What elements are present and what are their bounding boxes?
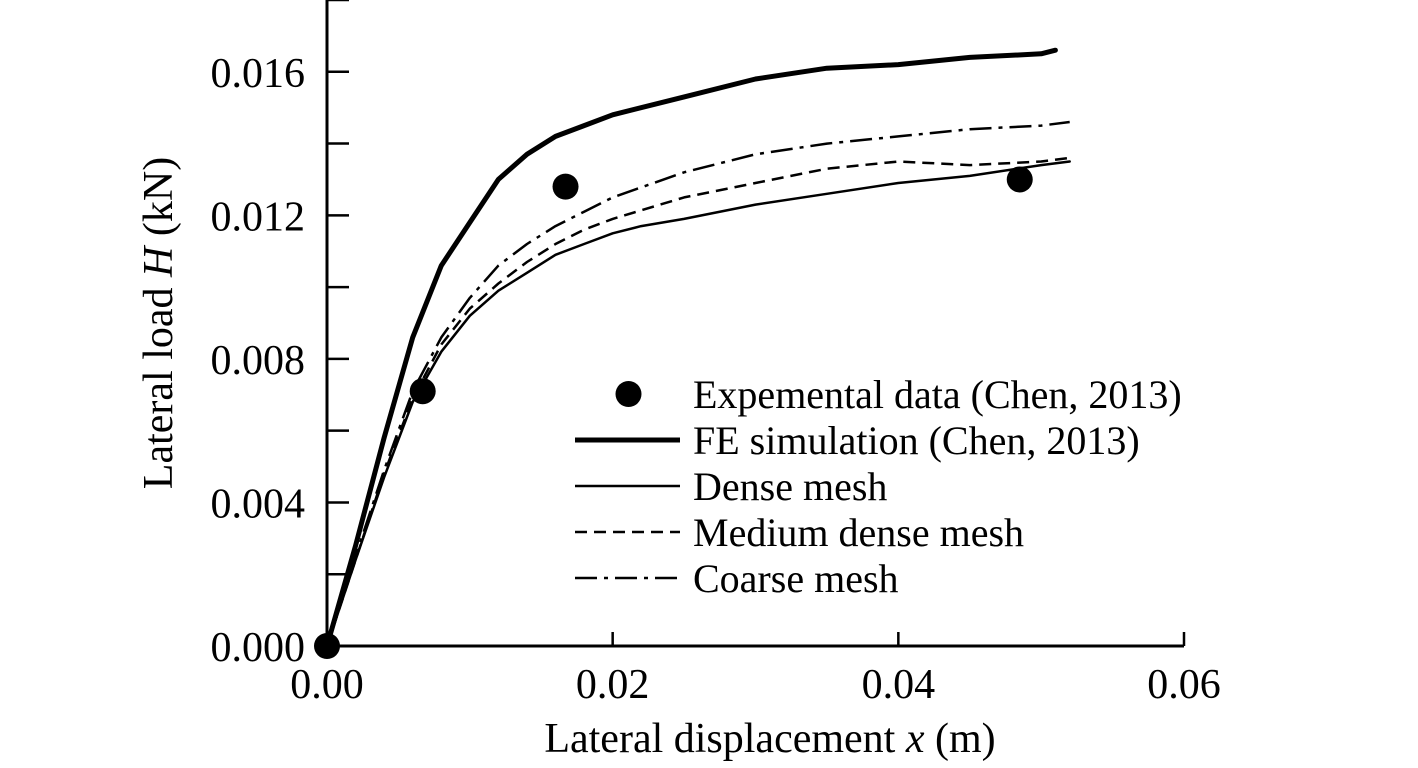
series-line-dashed bbox=[325, 156, 1070, 647]
y-tick-label: 0.008 bbox=[211, 338, 306, 384]
data-point bbox=[1006, 166, 1033, 193]
x-tick-label: 0.02 bbox=[576, 662, 650, 708]
x-axis-label: Lateral displacement x (m) bbox=[544, 716, 995, 762]
plot-area bbox=[314, 47, 1071, 659]
legend-label: Dense mesh bbox=[693, 464, 887, 509]
legend-label: Medium dense mesh bbox=[693, 510, 1024, 555]
x-tick-label: 0.06 bbox=[1147, 662, 1221, 708]
y-tick-label: 0.016 bbox=[211, 51, 306, 97]
legend-label: Expemental data (Chen, 2013) bbox=[693, 372, 1182, 417]
legend-marker bbox=[615, 381, 642, 407]
x-tick-label: 0.00 bbox=[290, 662, 364, 708]
legend-label: FE simulation (Chen, 2013) bbox=[693, 418, 1140, 463]
legend: Expemental data (Chen, 2013)FE simulatio… bbox=[575, 372, 1182, 601]
y-axis-label: Lateral load H (kN) bbox=[136, 157, 182, 489]
data-point bbox=[409, 378, 436, 405]
y-tick-label: 0.000 bbox=[211, 625, 306, 671]
y-tick-label: 0.004 bbox=[211, 481, 306, 527]
data-point bbox=[314, 633, 340, 659]
x-tick-label: 0.04 bbox=[862, 662, 936, 708]
series-line-thick bbox=[324, 47, 1058, 649]
data-point bbox=[552, 173, 579, 200]
y-tick-label: 0.012 bbox=[211, 194, 306, 240]
series-line-solid bbox=[325, 160, 1071, 648]
axes: 0.00 0.02 0.04 0.06 0.000 0.004 0.008 0.012 0.01… bbox=[211, 0, 1221, 708]
legend-label: Coarse mesh bbox=[693, 556, 899, 601]
series-line-dashdot bbox=[325, 120, 1070, 647]
